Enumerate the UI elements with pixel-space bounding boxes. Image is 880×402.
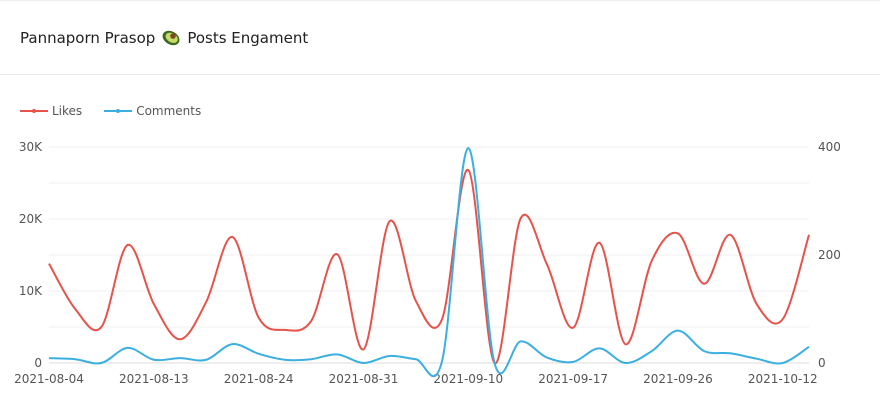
likes-swatch: [20, 109, 48, 113]
x-tick-label: 2021-08-13: [119, 372, 189, 386]
x-tick-label: 2021-08-04: [14, 372, 84, 386]
title-name: Pannaporn Prasop: [20, 29, 156, 47]
x-tick-label: 2021-08-31: [329, 372, 399, 386]
y-left-tick-label: 20K: [19, 212, 43, 226]
comments-swatch: [104, 109, 133, 113]
avocado-icon: [162, 30, 180, 46]
x-tick-label: 2021-10-12: [748, 372, 818, 386]
y-right-tick-label: 200: [818, 248, 841, 262]
x-tick-label: 2021-08-24: [224, 372, 294, 386]
legend-label-comments: Comments: [136, 104, 202, 118]
chart-title: Pannaporn Prasop Posts Engament: [20, 29, 308, 47]
legend-item-likes[interactable]: Likes: [20, 104, 82, 118]
x-tick-label: 2021-09-26: [643, 372, 713, 386]
y-right-tick-label: 0: [818, 356, 826, 370]
legend-item-comments[interactable]: Comments: [104, 104, 201, 118]
y-right-tick-label: 400: [818, 140, 841, 154]
series-line-comments: [48, 147, 810, 378]
x-tick-label: 2021-09-17: [538, 372, 608, 386]
y-left-tick-label: 0: [34, 356, 42, 370]
legend-label-likes: Likes: [52, 104, 83, 118]
y-left-tick-label: 10K: [19, 284, 43, 298]
series-line-likes: [48, 169, 810, 365]
x-tick-label: 2021-09-10: [433, 372, 503, 386]
title-suffix: Posts Engament: [187, 29, 309, 47]
y-left-tick-label: 30K: [19, 140, 43, 154]
legend: Likes Comments: [20, 104, 201, 118]
header-divider: [0, 74, 880, 75]
